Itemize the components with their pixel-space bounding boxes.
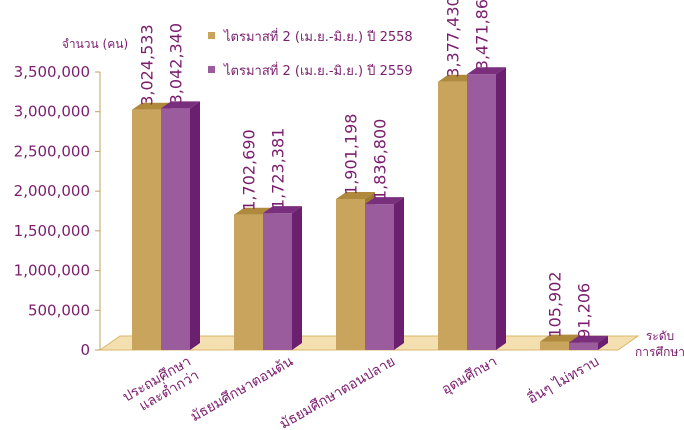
y-ticks: 0 500,000 1,000,000 1,500,000 2,000,000 2,500… <box>14 63 100 359</box>
bar-value-label: 3,042,340 <box>167 23 186 104</box>
x-category-line: อุดมศึกษา <box>439 354 500 398</box>
bar-side <box>190 101 200 350</box>
x-category-line: อื่นๆ ไม่ทราบ <box>524 352 602 407</box>
bar-top <box>263 206 302 214</box>
y-tick-label: 3,500,000 <box>14 63 90 81</box>
bars <box>132 67 608 351</box>
bar-1-2 <box>365 197 404 350</box>
legend-swatch-2559 <box>208 66 215 73</box>
y-tick-label: 500,000 <box>28 301 90 319</box>
x-category-label: มัธยมศึกษาตอนปลาย <box>277 354 398 430</box>
bar-value-label: 105,902 <box>546 271 565 337</box>
bar-side <box>394 197 404 350</box>
bar-front <box>161 108 190 350</box>
x-axis-title-line: ระดับ <box>646 329 674 343</box>
bar-front <box>467 74 496 351</box>
bar-front <box>365 204 394 350</box>
y-axis-title: จำนวน (คน) <box>62 37 128 51</box>
bar-value-label: 1,836,800 <box>371 119 390 200</box>
x-category-line: มัธยมศึกษาตอนปลาย <box>277 354 398 430</box>
bar-front <box>336 198 365 350</box>
y-tick-label: 1,500,000 <box>14 222 90 240</box>
bar-front <box>569 342 598 350</box>
y-tick-label: 1,000,000 <box>14 262 90 280</box>
bar-side <box>496 67 506 351</box>
x-category-label: อุดมศึกษา <box>439 354 500 398</box>
bar-side <box>598 335 608 350</box>
bar-value-label: 91,206 <box>575 283 594 339</box>
y-tick-label: 2,000,000 <box>14 182 90 200</box>
bar-value-label: 3,024,533 <box>138 24 157 105</box>
bar-1-0 <box>161 101 200 350</box>
bar-front <box>438 81 467 350</box>
y-tick-label: 0 <box>80 341 90 359</box>
bar-side <box>292 206 302 350</box>
y-tick-label: 3,000,000 <box>14 103 90 121</box>
bar-top <box>365 197 404 205</box>
bar-1-4 <box>569 335 608 350</box>
value-labels: 3,024,533 3,042,340 1,702,690 1,723,381 1,90… <box>138 0 594 339</box>
legend: ไตรมาสที่ 2 (เม.ย.-มิ.ย.) ปี 2558 ไตรมาส… <box>208 28 413 79</box>
bar-value-label: 1,702,690 <box>240 129 259 210</box>
bar-top <box>540 334 579 342</box>
x-axis-title-line: การศึกษา <box>635 345 684 359</box>
x-category-label: อื่นๆ ไม่ทราบ <box>524 352 602 407</box>
legend-swatch-2558 <box>208 32 215 39</box>
bar-value-label: 1,901,198 <box>342 114 361 195</box>
y-tick-label: 2,500,000 <box>14 142 90 160</box>
bar-front <box>132 109 161 351</box>
bar-value-label: 3,471,860 <box>473 0 492 70</box>
bar-front <box>263 213 292 350</box>
x-category-line: มัธยมศึกษาตอนต้น <box>188 353 296 425</box>
bar-front <box>540 341 569 350</box>
bar-top <box>161 101 200 109</box>
bar-top <box>132 102 171 110</box>
bar-1-1 <box>263 206 302 350</box>
bar-1-3 <box>467 67 506 351</box>
bar-value-label: 1,723,381 <box>269 128 288 209</box>
x-category-labels: ประถมศึกษาและต่ำกว่ามัธยมศึกษาตอนต้นมัธย… <box>120 352 602 430</box>
legend-label-2559: ไตรมาสที่ 2 (เม.ย.-มิ.ย.) ปี 2559 <box>223 62 413 79</box>
bar-top <box>569 335 608 343</box>
bar-top <box>467 67 506 75</box>
bar-front <box>234 214 263 350</box>
bar-top <box>336 191 375 199</box>
x-category-label: มัธยมศึกษาตอนต้น <box>188 353 296 425</box>
legend-label-2558: ไตรมาสที่ 2 (เม.ย.-มิ.ย.) ปี 2558 <box>223 28 413 45</box>
bar-value-label: 3,377,430 <box>444 0 463 78</box>
